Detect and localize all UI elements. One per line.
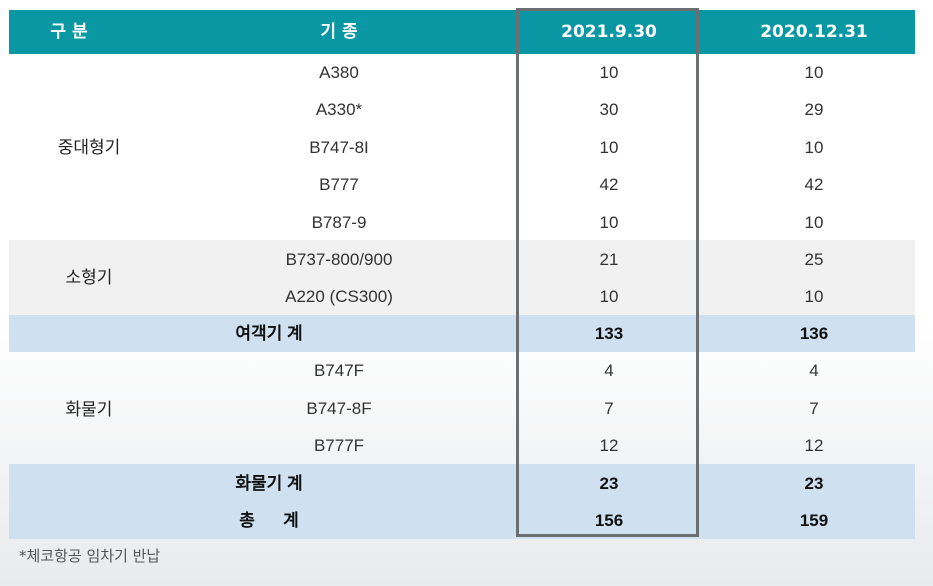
model-cell: A330*: [315, 100, 363, 120]
model-cell: B747-8I: [309, 137, 369, 157]
value-2021-cell: 133: [594, 324, 624, 343]
value-2021-cell: 30: [599, 100, 619, 120]
table-row: A220 (CS300) 10 10: [9, 278, 915, 315]
value-2021-cell: 4: [604, 361, 614, 381]
header-2020: 2020.12.31: [760, 22, 868, 42]
value-2020-cell: 25: [804, 250, 824, 269]
value-2020-cell: 10: [804, 63, 824, 82]
grand-total-label: 총 계: [239, 511, 299, 530]
model-cell: A380: [319, 63, 359, 82]
value-2021-cell: 42: [599, 175, 619, 195]
table-row: B777F 12 12: [9, 427, 915, 464]
table-row: B787-9 10 10: [9, 204, 915, 241]
table-row: A380 10 10: [9, 54, 915, 91]
value-2020-cell: 10: [804, 287, 824, 307]
value-2020-cell: 10: [804, 137, 824, 157]
total-band: [9, 464, 915, 539]
value-2020-cell: 7: [809, 398, 819, 418]
value-2020-cell: 136: [799, 324, 829, 343]
value-2021-cell: 10: [599, 63, 619, 82]
value-2020-cell: 12: [804, 436, 824, 456]
header-2021: 2021.9.30: [561, 22, 657, 42]
table-header: 구 분 기 종 2021.9.30 2020.12.31: [9, 10, 915, 54]
value-2020-cell: 23: [804, 473, 824, 493]
model-cell: B747F: [313, 361, 365, 381]
table-row: B737-800/900 21 25: [9, 241, 915, 278]
value-2020-cell: 10: [804, 212, 824, 232]
model-cell: B777: [319, 175, 359, 195]
total-row: 총 계 156 159: [9, 502, 915, 539]
value-2020-cell: 42: [804, 175, 824, 195]
cargo-subtotal-label: 화물기 계: [235, 473, 303, 493]
group-cargo: 화물기: [65, 400, 113, 420]
value-2021-cell: 12: [599, 436, 619, 456]
model-cell: A220 (CS300): [285, 287, 393, 307]
passenger-subtotal-label: 여객기 계: [235, 324, 303, 343]
subtotal-row: 여객기 계 133 136: [9, 315, 915, 352]
group-large: 중대형기: [57, 138, 121, 158]
header-category: 구 분: [50, 22, 88, 42]
value-2020-cell: 29: [804, 100, 824, 120]
value-2021-cell: 156: [594, 511, 624, 530]
table-row: B747F 4 4: [9, 352, 915, 389]
table-row: B777 42 42: [9, 166, 915, 203]
value-2021-cell: 10: [599, 287, 619, 307]
header-model: 기 종: [320, 22, 358, 42]
value-2021-cell: 7: [604, 398, 614, 418]
value-2020-cell: 159: [799, 511, 829, 530]
highlight-box-2021-column: [516, 8, 699, 537]
table-row: B747-8F 7 7: [9, 390, 915, 427]
footnote: *체코항공 임차기 반납: [19, 547, 161, 565]
value-2020-cell: 4: [809, 361, 819, 381]
model-cell: B747-8F: [306, 398, 372, 418]
model-cell: B737-800/900: [285, 250, 393, 269]
value-2021-cell: 10: [599, 137, 619, 157]
subtotal-row: 화물기 계 23 23: [9, 465, 915, 502]
model-cell: B787-9: [311, 212, 367, 232]
group-small: 소형기: [65, 268, 113, 288]
value-2021-cell: 23: [599, 473, 619, 493]
table-row: B747-8I 10 10: [9, 129, 915, 166]
table-row: A330* 30 29: [9, 91, 915, 128]
passenger-subtotal-band: [9, 315, 915, 352]
model-cell: B777F: [313, 436, 365, 456]
small-group-band: [9, 240, 915, 315]
value-2021-cell: 21: [599, 250, 619, 269]
value-2021-cell: 10: [599, 212, 619, 232]
